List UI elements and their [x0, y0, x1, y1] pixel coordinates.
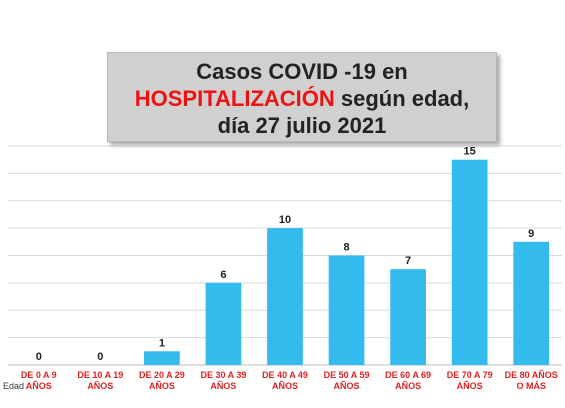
x-tick-label: AÑOS — [210, 381, 236, 391]
value-label-layer: 0 0 1 6 10 8 7 15 9 — [36, 146, 535, 363]
x-tick-label: AÑOS — [26, 381, 52, 391]
chart-title-highlight: HOSPITALIZACIÓN — [134, 86, 335, 111]
bar — [513, 241, 550, 365]
chart-title: Casos COVID -19 en HOSPITALIZACIÓN según… — [107, 52, 497, 142]
x-tick-label: DE 80 AÑOS — [505, 370, 558, 380]
x-tick-label: DE 10 A 19 — [77, 370, 123, 380]
x-tick-label: AÑOS — [87, 381, 113, 391]
chart-title-line-2: HOSPITALIZACIÓN según edad, — [108, 85, 496, 112]
x-tick-label: AÑOS — [149, 381, 175, 391]
bar — [144, 351, 180, 365]
x-tick-label: DE 60 A 69 — [385, 370, 431, 380]
x-tick-label: DE 70 A 79 — [447, 370, 493, 380]
x-axis-label: Edad — [3, 381, 25, 391]
chart-title-line-1: Casos COVID -19 en — [196, 59, 408, 84]
x-tick-label: AÑOS — [395, 381, 421, 391]
bar — [267, 228, 303, 365]
data-label: 15 — [464, 146, 476, 158]
bar — [451, 159, 488, 365]
x-tick-label: AÑOS — [457, 381, 483, 391]
data-label: 8 — [343, 242, 349, 254]
data-label: 7 — [405, 255, 411, 267]
data-label: 6 — [220, 269, 226, 281]
x-tick-label: DE 0 A 9 — [21, 370, 57, 380]
bar — [328, 255, 365, 365]
data-label: 9 — [528, 228, 534, 240]
data-label: 0 — [36, 351, 42, 363]
bar-layer — [144, 159, 550, 365]
x-tick-label: AÑOS — [334, 381, 360, 391]
chart-title-line-3: día 27 julio 2021 — [217, 113, 387, 138]
x-tick-label: DE 30 A 39 — [201, 370, 247, 380]
chart-title-line-2-rest: según edad, — [334, 86, 470, 111]
data-label: 1 — [159, 337, 165, 349]
data-label: 10 — [279, 214, 291, 226]
bar — [390, 269, 426, 365]
x-tick-label: DE 50 A 59 — [324, 370, 370, 380]
x-tick-label: AÑOS — [272, 381, 298, 391]
bar — [205, 282, 242, 365]
x-tick-label: O MÁS — [516, 381, 546, 391]
x-tick-label: DE 40 A 49 — [262, 370, 308, 380]
x-tick-label: DE 20 A 29 — [139, 370, 185, 380]
data-label: 0 — [97, 351, 103, 363]
